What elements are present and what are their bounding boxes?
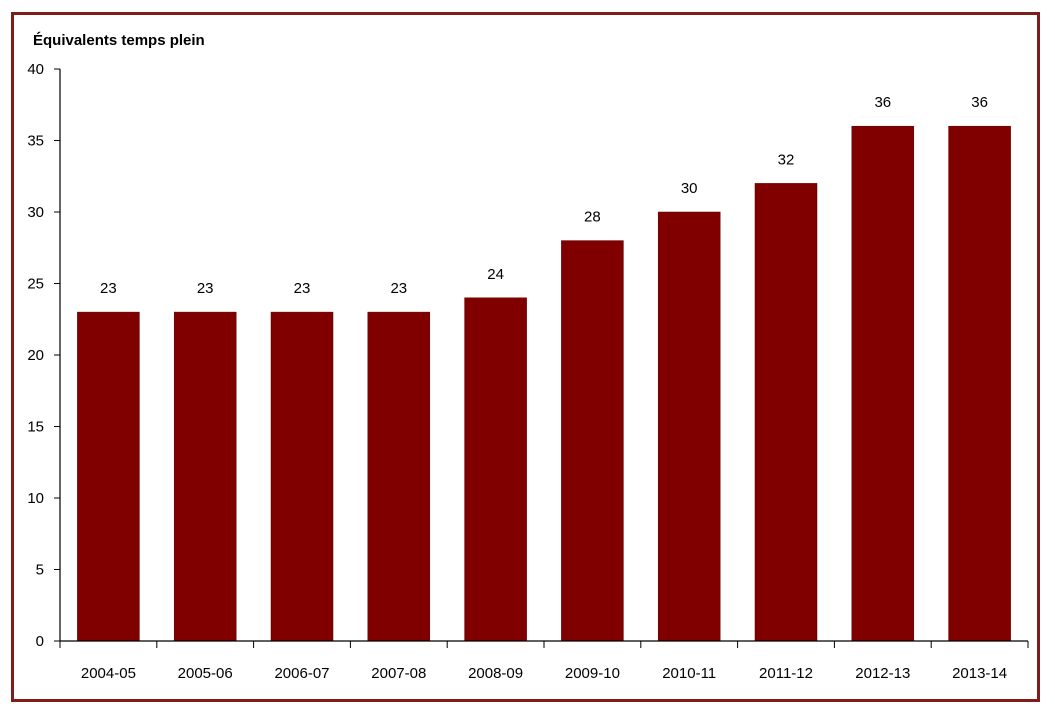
labels-group: 0 5 10 15 20 25 30 35 40 23 2004-05 23 2005-06 23 2006… (27, 61, 1007, 682)
x-tick-label: 2006-07 (274, 665, 329, 682)
y-tick-label: 20 (27, 347, 44, 364)
bar (464, 297, 527, 642)
y-tick-label: 0 (36, 633, 44, 650)
x-tick-label: 2004-05 (81, 665, 136, 682)
x-tick-label: 2013-14 (952, 665, 1007, 682)
bar-value-label: 28 (584, 209, 601, 226)
bar (173, 311, 237, 642)
x-tick-label: 2012-13 (855, 665, 910, 682)
bar-value-label: 36 (971, 94, 988, 111)
bar (367, 311, 431, 642)
bar (948, 125, 1011, 642)
x-tick-label: 2007-08 (371, 665, 426, 682)
y-tick-label: 5 (36, 562, 44, 579)
bars-group (77, 125, 1011, 642)
y-tick-label: 30 (27, 204, 44, 221)
y-tick-label: 15 (27, 419, 44, 436)
x-tick-label: 2005-06 (178, 665, 233, 682)
bar (754, 183, 818, 642)
bar-value-label: 32 (778, 151, 795, 168)
x-tick-label: 2010-11 (662, 665, 716, 682)
bar-value-label: 24 (487, 266, 504, 283)
x-tick-label: 2009-10 (565, 665, 620, 682)
axes-group (54, 68, 1029, 648)
bar-value-label: 23 (197, 280, 214, 297)
bar-value-label: 23 (390, 280, 407, 297)
y-tick-label: 40 (27, 61, 44, 78)
y-tick-label: 10 (27, 490, 44, 507)
bar-value-label: 23 (100, 280, 117, 297)
y-tick-label: 25 (27, 276, 44, 293)
bar (851, 125, 915, 642)
bar-value-label: 36 (874, 94, 891, 111)
bar (270, 311, 334, 642)
x-tick-label: 2008-09 (468, 665, 523, 682)
x-tick-label: 2011-12 (759, 665, 813, 682)
bar (561, 240, 624, 642)
bar (77, 311, 140, 642)
bar-value-label: 23 (294, 280, 311, 297)
bar (657, 211, 721, 642)
bar-value-label: 30 (681, 180, 698, 197)
y-tick-label: 35 (27, 133, 44, 150)
y-axis-label: Équivalents temps plein (33, 32, 205, 49)
